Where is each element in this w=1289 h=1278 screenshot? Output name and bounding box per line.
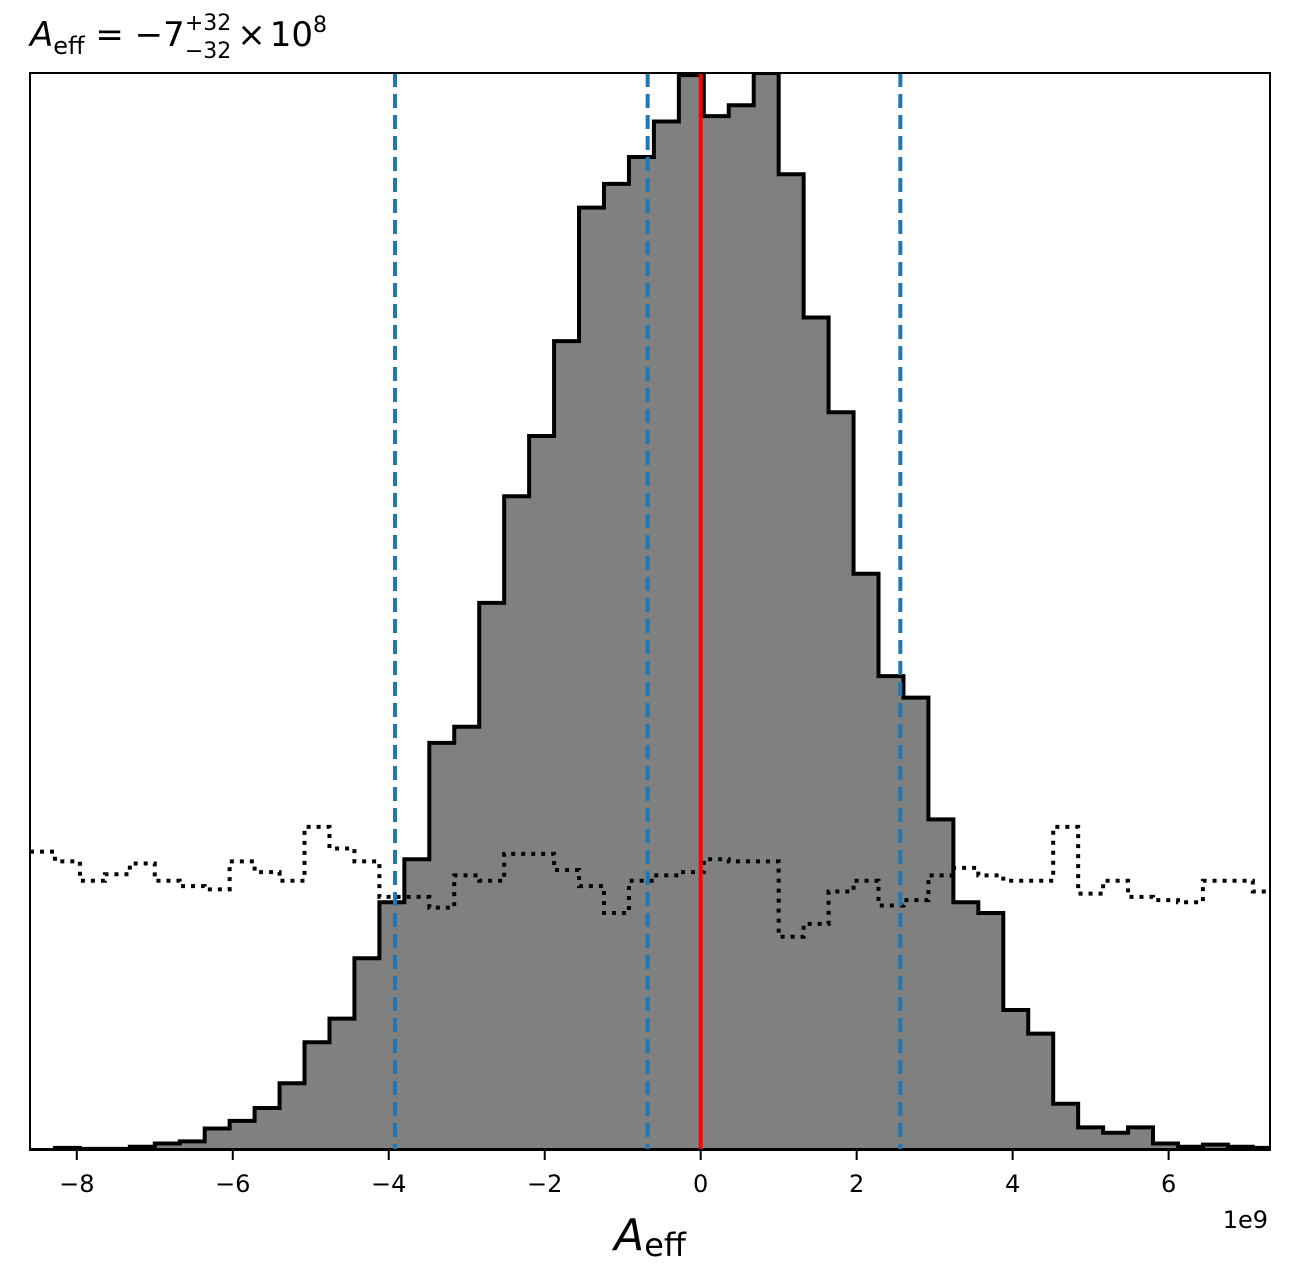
x-axis-offset-label: 1e9	[1223, 1206, 1268, 1234]
reference-lines	[392, 73, 903, 1150]
x-tick-label: 0	[693, 1170, 708, 1198]
chart-title: Aeff = −7+32 −32 × 108	[28, 11, 327, 64]
plot-area	[30, 73, 1270, 1150]
axes-frame	[29, 72, 1271, 1151]
x-tick-label: 2	[849, 1170, 864, 1198]
x-tick-label: −8	[59, 1170, 94, 1198]
x-tick-label: −4	[371, 1170, 406, 1198]
x-axis-ticks: −8 −6 −4 −2 0 2 4 6	[59, 1150, 1176, 1198]
x-tick-label: −2	[527, 1170, 562, 1198]
x-tick-label: 6	[1161, 1170, 1176, 1198]
prior-histogram-outline	[30, 824, 1270, 939]
posterior-histogram-fill	[30, 73, 1270, 1150]
x-axis-label: Aeff	[611, 1210, 687, 1264]
x-tick-label: 4	[1005, 1170, 1020, 1198]
posterior-histogram-outline	[30, 73, 1270, 1150]
x-tick-label: −6	[215, 1170, 250, 1198]
